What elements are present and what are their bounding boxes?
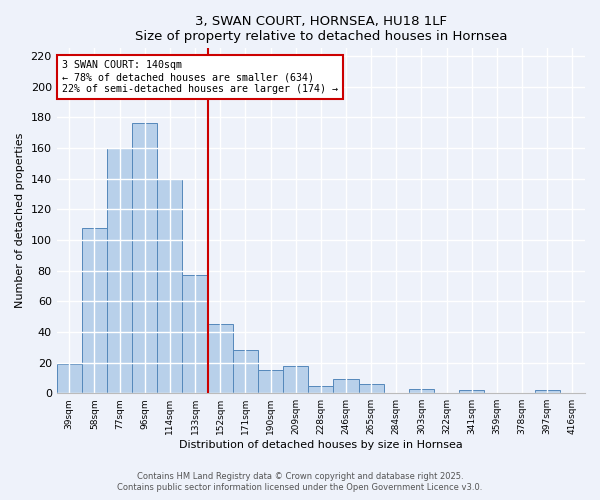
- Bar: [359, 384, 384, 393]
- Bar: [157, 178, 182, 393]
- Bar: [56, 364, 82, 393]
- Text: Contains public sector information licensed under the Open Government Licence v3: Contains public sector information licen…: [118, 483, 482, 492]
- Bar: [459, 390, 484, 393]
- Bar: [258, 370, 283, 393]
- Bar: [233, 350, 258, 393]
- Bar: [283, 366, 308, 393]
- Bar: [182, 275, 208, 393]
- Title: 3, SWAN COURT, HORNSEA, HU18 1LF
Size of property relative to detached houses in: 3, SWAN COURT, HORNSEA, HU18 1LF Size of…: [134, 15, 507, 43]
- Bar: [82, 228, 107, 393]
- Bar: [132, 124, 157, 393]
- Y-axis label: Number of detached properties: Number of detached properties: [15, 133, 25, 308]
- Bar: [334, 380, 359, 393]
- Text: 3 SWAN COURT: 140sqm
← 78% of detached houses are smaller (634)
22% of semi-deta: 3 SWAN COURT: 140sqm ← 78% of detached h…: [62, 60, 338, 94]
- Bar: [208, 324, 233, 393]
- Bar: [409, 388, 434, 393]
- Bar: [535, 390, 560, 393]
- Bar: [308, 386, 334, 393]
- Bar: [107, 148, 132, 393]
- Text: Contains HM Land Registry data © Crown copyright and database right 2025.: Contains HM Land Registry data © Crown c…: [137, 472, 463, 481]
- X-axis label: Distribution of detached houses by size in Hornsea: Distribution of detached houses by size …: [179, 440, 463, 450]
